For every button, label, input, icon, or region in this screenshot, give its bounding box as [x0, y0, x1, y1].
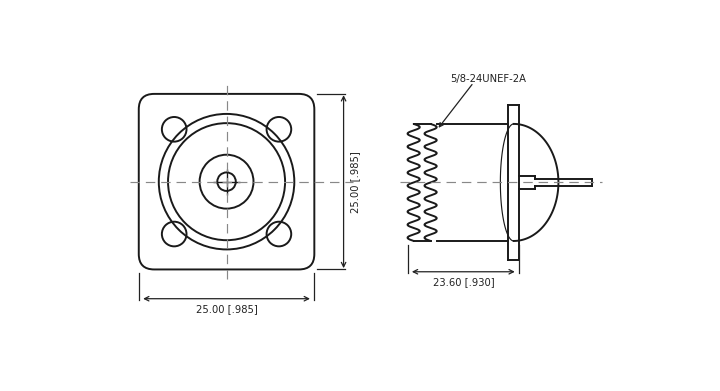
Text: 25.00 [.985]: 25.00 [.985] [196, 304, 258, 314]
Text: 5/8-24UNEF-2A: 5/8-24UNEF-2A [451, 74, 526, 84]
Text: 23.60 [.930]: 23.60 [.930] [433, 277, 494, 287]
Text: 25.00 [.985]: 25.00 [.985] [351, 151, 361, 213]
